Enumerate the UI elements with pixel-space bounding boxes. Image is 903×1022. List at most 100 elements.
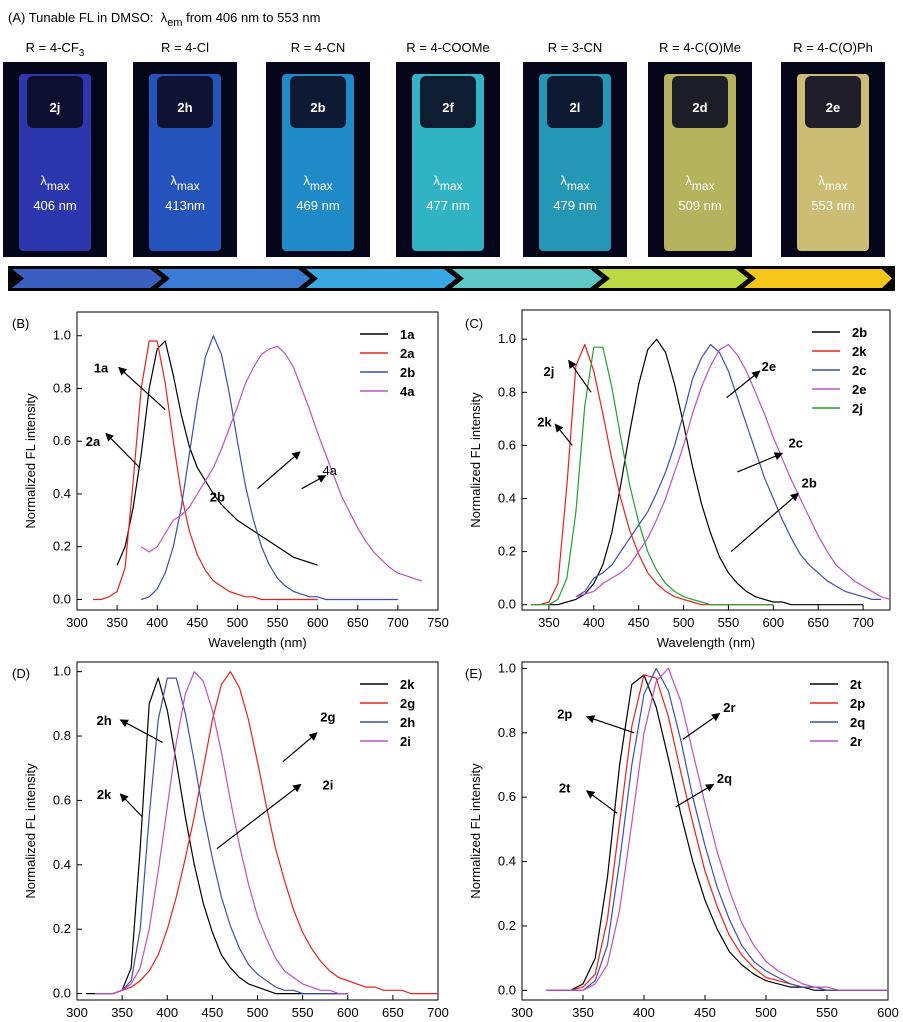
substituent-label: R = 4-C(O)Me: [659, 40, 741, 55]
y-tick-label: 0.2: [498, 544, 516, 559]
legend-label: 4a: [400, 384, 415, 399]
x-tick-label: 550: [718, 615, 740, 630]
x-tick-label: 350: [572, 1005, 594, 1020]
wavelength-label: 406 nm: [33, 198, 76, 213]
cuvette-cap: [672, 76, 728, 128]
annotation-arrow: [282, 732, 318, 763]
annotation-arrow: [216, 783, 302, 850]
legend-label: 2c: [852, 363, 866, 378]
y-tick-label: 0.4: [498, 854, 516, 869]
x-tick-label: 300: [66, 615, 88, 630]
series-line: [546, 667, 888, 991]
series-line: [531, 343, 774, 606]
x-tick-label: 450: [186, 615, 208, 630]
annotation-arrow: [675, 783, 715, 808]
series-line: [95, 671, 348, 995]
x-tick-label: 650: [807, 615, 829, 630]
x-tick-label: 550: [292, 1005, 314, 1020]
lambda: λ: [303, 173, 310, 188]
plot-frame: [76, 661, 439, 1001]
series-line: [93, 340, 318, 601]
lambda: λ: [40, 173, 47, 188]
y-tick-label: 0.8: [498, 384, 516, 399]
series-line: [548, 338, 864, 606]
legend-label: 2a: [400, 346, 415, 361]
x-tick-label: 350: [111, 1005, 133, 1020]
series-line: [141, 335, 398, 601]
cuvette-photo: [648, 62, 752, 257]
x-tick-label: 750: [427, 615, 449, 630]
title-text: (A) Tunable FL in DMSO: λ: [8, 10, 168, 25]
y-tick-label: 0.0: [498, 982, 516, 997]
lambda: λ: [818, 173, 825, 188]
annotation: 2j: [544, 364, 555, 379]
y-axis-label: Normalized FL intensity: [23, 763, 38, 899]
x-tick-label: 600: [307, 615, 329, 630]
y-axis-label: Normalized FL intensity: [468, 763, 483, 899]
y-tick-label: 0.4: [53, 857, 71, 872]
compound-label: 2d: [692, 100, 707, 115]
cuvette-photo: [266, 62, 370, 257]
x-tick-label: 600: [877, 1005, 899, 1020]
x-tick-label: 400: [146, 615, 168, 630]
substituent-label: R = 4-CN: [291, 40, 346, 55]
compound-label: 2e: [826, 100, 840, 115]
substituent-label: R = 4-COOMe: [406, 40, 489, 55]
y-tick-label: 0.0: [53, 986, 71, 1001]
y-tick-label: 0.8: [498, 725, 516, 740]
substituent-sub: 3: [79, 48, 85, 59]
panel-label: (C): [465, 316, 483, 331]
lambda-label: λmax: [685, 173, 714, 193]
cuvette-cap: [420, 76, 476, 128]
annotation: 2q: [717, 771, 732, 786]
y-tick-label: 0.2: [53, 921, 71, 936]
legend-label: 2p: [850, 696, 865, 711]
bar-segment: [598, 269, 748, 288]
annotation-arrow: [737, 452, 784, 473]
annotation-arrow: [118, 366, 166, 411]
lambda-sub: max: [47, 179, 70, 193]
bar-segment: [744, 269, 892, 288]
legend-label: 2k: [400, 677, 415, 692]
annotation: 1a: [94, 360, 109, 375]
wavelength-label: 413nm: [165, 198, 205, 213]
bar-segment: [12, 269, 162, 288]
y-tick-label: 0.6: [498, 437, 516, 452]
wavelength-label: 553 nm: [811, 198, 854, 213]
wavelength-label: 509 nm: [678, 198, 721, 213]
annotation-arrow: [585, 790, 618, 814]
lambda: λ: [685, 173, 692, 188]
x-tick-label: 600: [337, 1005, 359, 1020]
cuvette-cap: [547, 76, 603, 128]
legend-label: 2b: [400, 365, 415, 380]
annotation-arrow: [730, 492, 800, 553]
annotation: 2a: [86, 434, 101, 449]
x-tick-label: 650: [347, 615, 369, 630]
series-line: [86, 677, 348, 995]
legend-label: 2i: [400, 734, 411, 749]
x-tick-label: 300: [511, 1005, 533, 1020]
annotation: 2r: [723, 700, 735, 715]
series-line: [575, 343, 891, 600]
legend-label: 2t: [850, 677, 862, 692]
annotation: 2c: [789, 436, 803, 451]
lambda-sub: max: [692, 179, 715, 193]
bar-segment: [306, 269, 456, 288]
plot-frame: [521, 661, 889, 1001]
substituent-label: R = 4-CF3: [26, 40, 85, 59]
y-tick-label: 0.6: [498, 789, 516, 804]
lambda-sub: max: [440, 179, 463, 193]
substituent: R = 3-CN: [548, 40, 603, 55]
substituent: R = 4-COOMe: [406, 40, 489, 55]
annotation-arrow: [105, 432, 141, 469]
x-tick-label: 500: [227, 615, 249, 630]
plot-frame: [521, 309, 891, 611]
x-tick-label: 500: [755, 1005, 777, 1020]
substituent: R = 4-C(O)Ph: [793, 40, 873, 55]
panel-label: (E): [465, 666, 482, 681]
y-tick-label: 0.0: [498, 597, 516, 612]
wavelength-label: 479 nm: [553, 198, 596, 213]
spectrum-bar: [8, 266, 895, 291]
annotation: 2k: [97, 787, 112, 802]
